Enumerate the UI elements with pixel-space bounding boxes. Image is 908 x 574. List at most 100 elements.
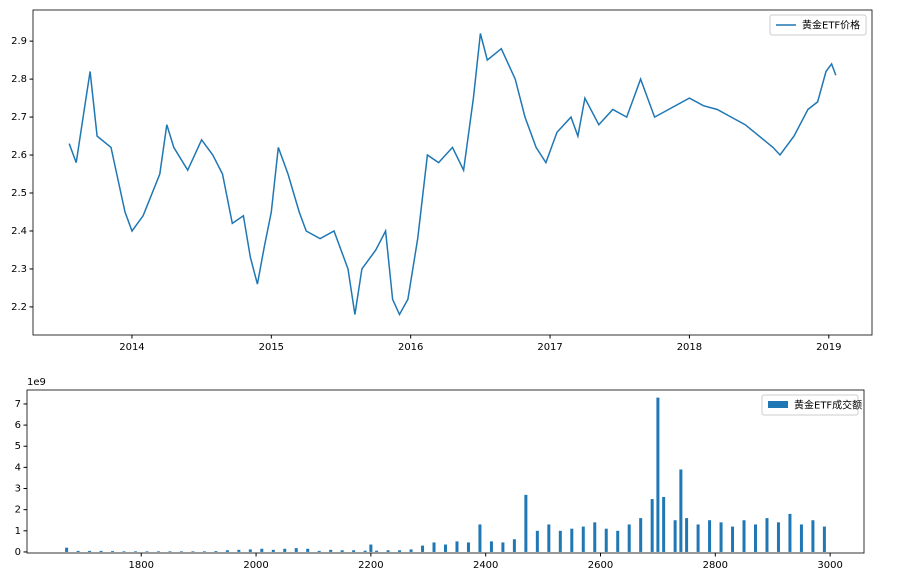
x-tick-label: 2800 — [703, 560, 728, 571]
bar — [398, 550, 402, 552]
x-tick-label: 2014 — [119, 342, 144, 353]
bar — [375, 550, 379, 552]
bar — [788, 513, 792, 552]
bar — [466, 542, 470, 552]
bar — [168, 551, 172, 552]
bar — [99, 550, 103, 552]
bar — [627, 524, 631, 552]
bar — [386, 550, 390, 552]
y-tick-label: 6 — [15, 420, 21, 431]
bar — [501, 542, 505, 552]
bar — [369, 544, 373, 552]
bar — [122, 551, 126, 552]
x-tick-label: 2015 — [259, 342, 284, 353]
bar — [191, 551, 195, 552]
bar — [306, 548, 310, 552]
y-tick-label: 3 — [15, 484, 21, 495]
bar — [662, 496, 666, 552]
y-tick-label: 2.5 — [11, 188, 27, 199]
bar — [799, 524, 803, 552]
bar — [294, 548, 298, 552]
y-tick-label: 2.6 — [11, 150, 27, 161]
x-tick-label: 2019 — [816, 342, 841, 353]
x-tick-label: 3000 — [817, 560, 842, 571]
bar — [604, 528, 608, 552]
legend-label: 黄金ETF价格 — [802, 19, 860, 32]
bar — [696, 524, 700, 552]
bar — [65, 547, 69, 552]
bar — [76, 550, 80, 552]
bar — [650, 499, 654, 552]
y-tick-label: 2.8 — [11, 74, 27, 85]
bar — [512, 539, 516, 552]
bar — [179, 551, 183, 552]
y-tick-label: 2.9 — [11, 36, 27, 47]
bar — [593, 522, 597, 552]
x-tick-label: 2600 — [588, 560, 613, 571]
y-tick-label: 2.7 — [11, 112, 27, 123]
axes-frame — [26, 389, 865, 554]
bar — [283, 548, 287, 552]
bar — [156, 551, 160, 552]
bar — [708, 520, 712, 552]
bar — [145, 551, 149, 552]
bar — [260, 548, 264, 552]
bar — [558, 530, 562, 552]
axes-frame — [32, 9, 873, 336]
y-tick-label: 1 — [15, 526, 21, 537]
bar — [88, 550, 92, 552]
x-tick-label: 2000 — [243, 560, 268, 571]
bar — [719, 522, 723, 552]
bar — [489, 541, 493, 552]
bar — [478, 524, 482, 552]
x-tick-label: 2017 — [537, 342, 562, 353]
x-tick-label: 2400 — [473, 560, 498, 571]
x-tick-label: 2018 — [677, 342, 702, 353]
bar — [237, 549, 241, 552]
legend-swatch — [768, 401, 788, 408]
y-tick-label: 2.2 — [11, 302, 27, 313]
bar — [248, 549, 252, 552]
bar — [340, 550, 344, 552]
x-tick-label: 2200 — [358, 560, 383, 571]
bar — [317, 550, 321, 552]
bar — [432, 542, 436, 552]
bar — [329, 549, 333, 552]
y-tick-label: 2.3 — [11, 264, 27, 275]
bar — [685, 518, 689, 552]
y-tick-label: 2.4 — [11, 226, 27, 237]
y-tick-label: 0 — [15, 547, 21, 558]
x-tick-label: 2016 — [398, 342, 423, 353]
y-tick-label: 2 — [15, 505, 21, 516]
bar — [547, 524, 551, 552]
bar — [535, 530, 539, 552]
bar — [363, 550, 367, 552]
bar — [524, 494, 528, 552]
price-line — [68, 33, 837, 317]
bar — [731, 526, 735, 552]
bar — [202, 551, 206, 552]
bar — [822, 526, 826, 552]
bar — [214, 551, 218, 552]
bar — [679, 469, 683, 552]
y-tick-label: 7 — [15, 399, 21, 410]
bar — [811, 520, 815, 552]
offset-label: 1e9 — [27, 377, 46, 388]
bar — [581, 526, 585, 552]
x-tick-label: 1800 — [129, 560, 154, 571]
bar — [776, 522, 780, 552]
bar — [656, 397, 660, 552]
bar — [271, 549, 275, 552]
bar — [673, 520, 677, 552]
y-tick-label: 4 — [15, 462, 21, 473]
bar — [616, 530, 620, 552]
bar — [225, 550, 229, 552]
bar — [421, 545, 425, 552]
bar — [455, 541, 459, 552]
bar — [409, 549, 413, 552]
legend-box — [761, 394, 859, 416]
bar — [111, 551, 115, 552]
legend-box — [769, 14, 867, 36]
bar — [639, 518, 643, 552]
